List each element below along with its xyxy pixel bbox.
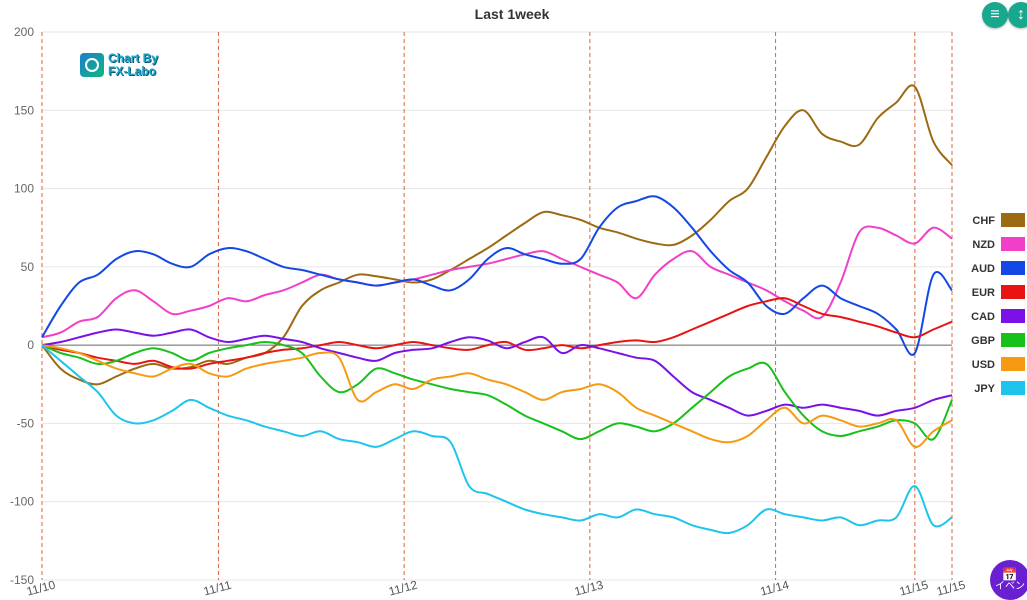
expand-icon: ↕: [1017, 6, 1025, 23]
series-lines: [41, 84, 953, 535]
x-tick-label: 11/11: [202, 578, 233, 599]
date-separator-lines: [41, 32, 953, 580]
y-tick-label: 0: [27, 338, 34, 352]
legend-label-cad: CAD: [971, 311, 995, 323]
series-line-eur: [41, 297, 953, 370]
event-button[interactable]: 📅 イベン: [990, 560, 1027, 600]
legend-label-gbp: GBP: [971, 335, 995, 347]
expand-button[interactable]: ↕: [1008, 2, 1027, 28]
y-tick-label: -50: [17, 416, 35, 430]
x-tick-label: 11/13: [573, 578, 605, 599]
series-line-aud: [41, 195, 953, 356]
y-tick-label: 100: [14, 182, 34, 196]
y-axis-ticks: 200 150 100 50 0 -50 -100 -150: [10, 25, 34, 587]
legend-label-usd: USD: [972, 359, 995, 371]
legend-label-aud: AUD: [971, 263, 995, 275]
legend[interactable]: CHF NZD AUD EUR CAD GBP USD JPY: [971, 213, 1025, 395]
legend-swatch-chf[interactable]: [1001, 213, 1025, 227]
series-line-jpy: [41, 344, 953, 535]
y-tick-label: 150: [14, 103, 34, 117]
x-axis-ticks: 11/10 11/11 11/12 11/13 11/14 11/15 11/15: [25, 578, 967, 599]
y-tick-label: -150: [10, 573, 34, 587]
chart-by-fx-labo-logo: Chart By FX-Labo: [80, 52, 158, 78]
magnifier-icon: [80, 53, 104, 77]
calendar-icon: 📅: [1001, 567, 1019, 582]
y-tick-label: 50: [21, 260, 35, 274]
event-button-label: イベン: [995, 581, 1025, 592]
x-tick-label: 11/14: [759, 578, 791, 599]
x-tick-label: 11/12: [387, 578, 419, 599]
collapse-button[interactable]: ≡: [982, 2, 1008, 28]
series-line-nzd: [41, 225, 953, 339]
y-tick-label: -100: [10, 495, 34, 509]
logo-line1: Chart By: [108, 51, 159, 65]
legend-swatch-eur[interactable]: [1001, 285, 1025, 299]
logo-text: Chart By FX-Labo: [108, 52, 158, 78]
legend-label-chf: CHF: [972, 215, 995, 227]
legend-label-eur: EUR: [972, 287, 995, 299]
logo-line2: FX-Labo: [108, 64, 156, 78]
chart-title: Last 1week: [475, 6, 550, 22]
legend-label-jpy: JPY: [974, 383, 995, 395]
legend-swatch-aud[interactable]: [1001, 261, 1025, 275]
legend-swatch-jpy[interactable]: [1001, 381, 1025, 395]
legend-swatch-usd[interactable]: [1001, 357, 1025, 371]
legend-swatch-cad[interactable]: [1001, 309, 1025, 323]
series-line-cad: [41, 328, 953, 417]
x-tick-label: 11/15: [898, 578, 930, 599]
legend-label-nzd: NZD: [972, 239, 995, 251]
series-line-gbp: [41, 340, 953, 441]
series-line-chf: [41, 84, 953, 386]
y-tick-label: 200: [14, 25, 34, 39]
legend-swatch-nzd[interactable]: [1001, 237, 1025, 251]
x-tick-label: 11/15: [935, 578, 967, 599]
legend-swatch-gbp[interactable]: [1001, 333, 1025, 347]
series-line-usd: [41, 344, 953, 448]
collapse-icon: ≡: [990, 6, 1000, 23]
